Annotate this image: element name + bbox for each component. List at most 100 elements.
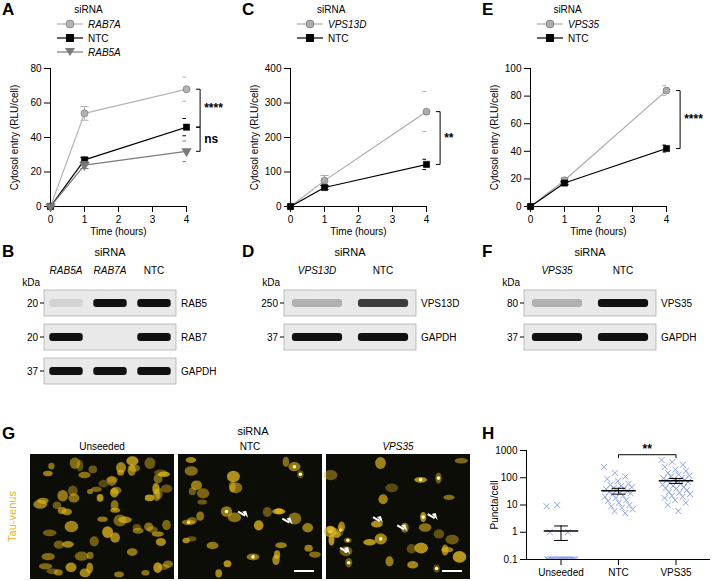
html-text:G: G [2, 424, 16, 443]
svg-text:37: 37 [267, 332, 279, 343]
svg-text:20: 20 [510, 173, 522, 184]
svg-text:Cytosol entry (RLU/cell): Cytosol entry (RLU/cell) [489, 85, 500, 191]
svg-text:kDa: kDa [22, 277, 40, 288]
html-text:H: H [482, 424, 495, 443]
svg-text:40: 40 [30, 132, 42, 143]
svg-text:37: 37 [507, 332, 519, 343]
svg-text:Unseeded: Unseeded [79, 441, 125, 452]
svg-text:GAPDH: GAPDH [661, 332, 697, 343]
svg-text:Time (hours): Time (hours) [90, 226, 146, 237]
html-text:RAB5A: RAB5A [88, 46, 121, 58]
svg-text:100: 100 [265, 166, 282, 177]
svg-text:60: 60 [30, 97, 42, 108]
svg-text:****: **** [684, 112, 703, 126]
svg-text:NTC: NTC [240, 441, 261, 452]
html-text:RAB7A: RAB7A [88, 18, 121, 30]
svg-text:RAB5A: RAB5A [50, 265, 83, 276]
html-text:siRNA: siRNA [553, 4, 582, 15]
svg-text:0: 0 [276, 201, 282, 212]
svg-text:NTC: NTC [613, 265, 634, 276]
svg-text:2: 2 [596, 214, 602, 225]
svg-text:siRNA: siRNA [237, 425, 269, 437]
svg-text:400: 400 [265, 63, 282, 74]
svg-text:20: 20 [30, 166, 42, 177]
svg-text:0: 0 [516, 201, 522, 212]
svg-text:Cytosol entry (RLU/cell): Cytosol entry (RLU/cell) [9, 85, 20, 191]
svg-text:Tau-venus: Tau-venus [6, 491, 18, 542]
svg-text:4: 4 [184, 214, 190, 225]
svg-text:10: 10 [506, 499, 518, 510]
html-text:C: C [242, 0, 255, 19]
html-text:A: A [2, 0, 15, 19]
svg-text:**: ** [643, 442, 653, 456]
html-text:NTC: NTC [328, 32, 349, 44]
svg-text:20: 20 [27, 298, 39, 309]
svg-text:60: 60 [510, 118, 522, 129]
svg-text:4: 4 [664, 214, 670, 225]
svg-text:Cytosol entry (RLU/cell): Cytosol entry (RLU/cell) [249, 85, 260, 191]
html-text:B: B [2, 242, 15, 261]
svg-text:****: **** [204, 101, 223, 115]
svg-text:VPS35: VPS35 [661, 298, 693, 309]
svg-text:RAB5: RAB5 [181, 298, 208, 309]
html-text:siRNA: siRNA [317, 4, 346, 15]
svg-text:80: 80 [30, 63, 42, 74]
svg-text:1: 1 [512, 526, 518, 537]
svg-text:3: 3 [150, 214, 156, 225]
svg-text:RAB7: RAB7 [181, 332, 208, 343]
svg-text:1: 1 [562, 214, 568, 225]
svg-text:GAPDH: GAPDH [421, 332, 457, 343]
svg-text:kDa: kDa [502, 277, 520, 288]
html-text:NTC: NTC [88, 32, 109, 44]
svg-text:GAPDH: GAPDH [181, 366, 217, 377]
svg-text:1000: 1000 [495, 445, 518, 456]
svg-text:2: 2 [116, 214, 122, 225]
html-text:E: E [482, 0, 494, 19]
svg-text:3: 3 [630, 214, 636, 225]
svg-text:0: 0 [48, 214, 54, 225]
svg-text:0: 0 [36, 201, 42, 212]
svg-text:4: 4 [424, 214, 430, 225]
svg-text:0: 0 [288, 214, 294, 225]
html-text:siRNA: siRNA [74, 4, 103, 15]
svg-text:80: 80 [510, 90, 522, 101]
svg-text:3: 3 [390, 214, 396, 225]
html-text:VPS35: VPS35 [568, 18, 600, 30]
svg-text:80: 80 [507, 298, 519, 309]
html-text:VPS13D: VPS13D [328, 18, 367, 30]
svg-text:VPS35: VPS35 [660, 567, 692, 578]
html-text:NTC: NTC [568, 32, 589, 44]
svg-text:20: 20 [27, 332, 39, 343]
svg-text:NTC: NTC [373, 265, 394, 276]
svg-text:siRNA: siRNA [334, 246, 366, 258]
svg-text:**: ** [444, 131, 454, 145]
svg-text:siRNA: siRNA [574, 246, 606, 258]
svg-text:1: 1 [82, 214, 88, 225]
svg-text:ns: ns [204, 132, 218, 146]
svg-text:1: 1 [322, 214, 328, 225]
svg-text:Time (hours): Time (hours) [570, 226, 626, 237]
html-text:D: D [242, 242, 255, 261]
svg-text:100: 100 [501, 472, 518, 483]
svg-text:200: 200 [265, 132, 282, 143]
svg-text:0: 0 [528, 214, 534, 225]
svg-text:RAB7A: RAB7A [94, 265, 127, 276]
svg-text:NTC: NTC [608, 567, 629, 578]
svg-text:Puncta/cell: Puncta/cell [489, 481, 500, 530]
svg-text:40: 40 [510, 146, 522, 157]
svg-text:100: 100 [505, 63, 522, 74]
svg-text:siRNA: siRNA [94, 246, 126, 258]
svg-text:VPS35: VPS35 [541, 265, 573, 276]
svg-text:0.1: 0.1 [504, 554, 518, 565]
svg-text:300: 300 [265, 97, 282, 108]
svg-text:VPS13D: VPS13D [421, 298, 459, 309]
svg-text:NTC: NTC [144, 265, 165, 276]
svg-text:2: 2 [356, 214, 362, 225]
svg-text:250: 250 [261, 298, 278, 309]
svg-text:kDa: kDa [262, 277, 280, 288]
svg-text:37: 37 [27, 366, 39, 377]
svg-text:VPS35: VPS35 [382, 441, 414, 452]
svg-text:Unseeded: Unseeded [538, 567, 584, 578]
svg-text:VPS13D: VPS13D [298, 265, 336, 276]
svg-text:Time (hours): Time (hours) [330, 226, 386, 237]
